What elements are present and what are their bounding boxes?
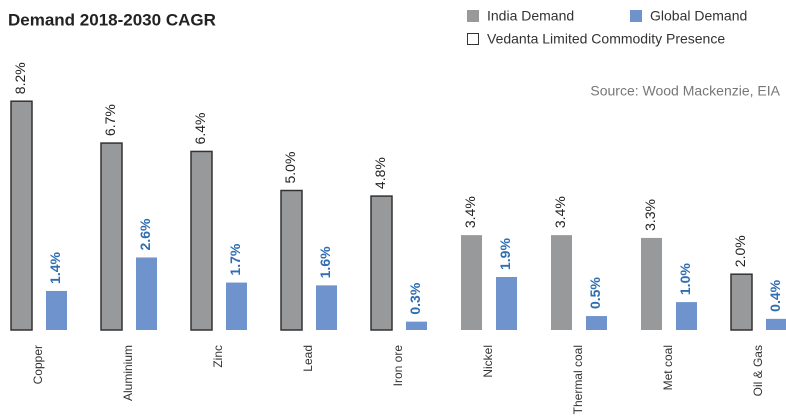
value-label: 3.3% bbox=[642, 199, 658, 231]
value-label: 5.0% bbox=[282, 152, 298, 184]
value-label: 0.4% bbox=[767, 279, 783, 311]
bar bbox=[46, 290, 67, 330]
bar bbox=[766, 318, 786, 330]
bar bbox=[496, 276, 517, 330]
value-label: 4.8% bbox=[372, 157, 388, 189]
value-label: 2.6% bbox=[137, 218, 153, 250]
x-tick-label: Iron ore bbox=[391, 345, 405, 387]
value-label: 1.9% bbox=[497, 238, 513, 270]
bar bbox=[406, 321, 427, 330]
legend-label: Global Demand bbox=[650, 8, 747, 24]
value-label: 0.3% bbox=[407, 282, 423, 314]
bar bbox=[641, 237, 662, 330]
value-label: 3.4% bbox=[462, 196, 478, 228]
legend-label: India Demand bbox=[487, 8, 574, 24]
bar bbox=[280, 189, 303, 331]
value-label: 1.0% bbox=[677, 263, 693, 295]
x-tick-label: Thermal coal bbox=[571, 345, 585, 414]
bar bbox=[100, 142, 123, 331]
bar bbox=[676, 302, 697, 330]
value-label: 0.5% bbox=[587, 277, 603, 309]
value-label: 6.7% bbox=[102, 104, 118, 136]
legend-swatch bbox=[630, 10, 642, 22]
bar bbox=[461, 235, 482, 330]
legend-swatch bbox=[467, 10, 479, 22]
value-label: 1.6% bbox=[317, 246, 333, 278]
x-tick-label: Copper bbox=[31, 345, 45, 384]
value-label: 1.7% bbox=[227, 243, 243, 275]
source-note: Source: Wood Mackenzie, EIA bbox=[590, 83, 780, 99]
x-tick-label: Zinc bbox=[211, 345, 225, 368]
value-label: 6.4% bbox=[192, 113, 208, 145]
value-label: 1.4% bbox=[47, 251, 63, 283]
bar bbox=[226, 282, 247, 330]
value-label: 2.0% bbox=[732, 235, 748, 267]
bar bbox=[730, 273, 753, 331]
value-label: 3.4% bbox=[552, 196, 568, 228]
bar bbox=[370, 195, 393, 331]
bar bbox=[136, 257, 157, 330]
bar bbox=[316, 285, 337, 330]
legend-swatch bbox=[467, 33, 479, 45]
x-tick-label: Met coal bbox=[661, 345, 675, 390]
bar bbox=[10, 100, 33, 331]
x-tick-label: Lead bbox=[301, 345, 315, 372]
legend-label: Vedanta Limited Commodity Presence bbox=[487, 31, 725, 47]
x-tick-label: Oil & Gas bbox=[751, 345, 765, 396]
x-tick-label: Nickel bbox=[481, 345, 495, 378]
x-tick-label: Aluminium bbox=[121, 345, 135, 401]
chart-title: Demand 2018-2030 CAGR bbox=[8, 10, 216, 29]
value-label: 8.2% bbox=[12, 62, 28, 94]
bar bbox=[551, 235, 572, 330]
bar bbox=[190, 150, 213, 331]
bar bbox=[586, 316, 607, 330]
